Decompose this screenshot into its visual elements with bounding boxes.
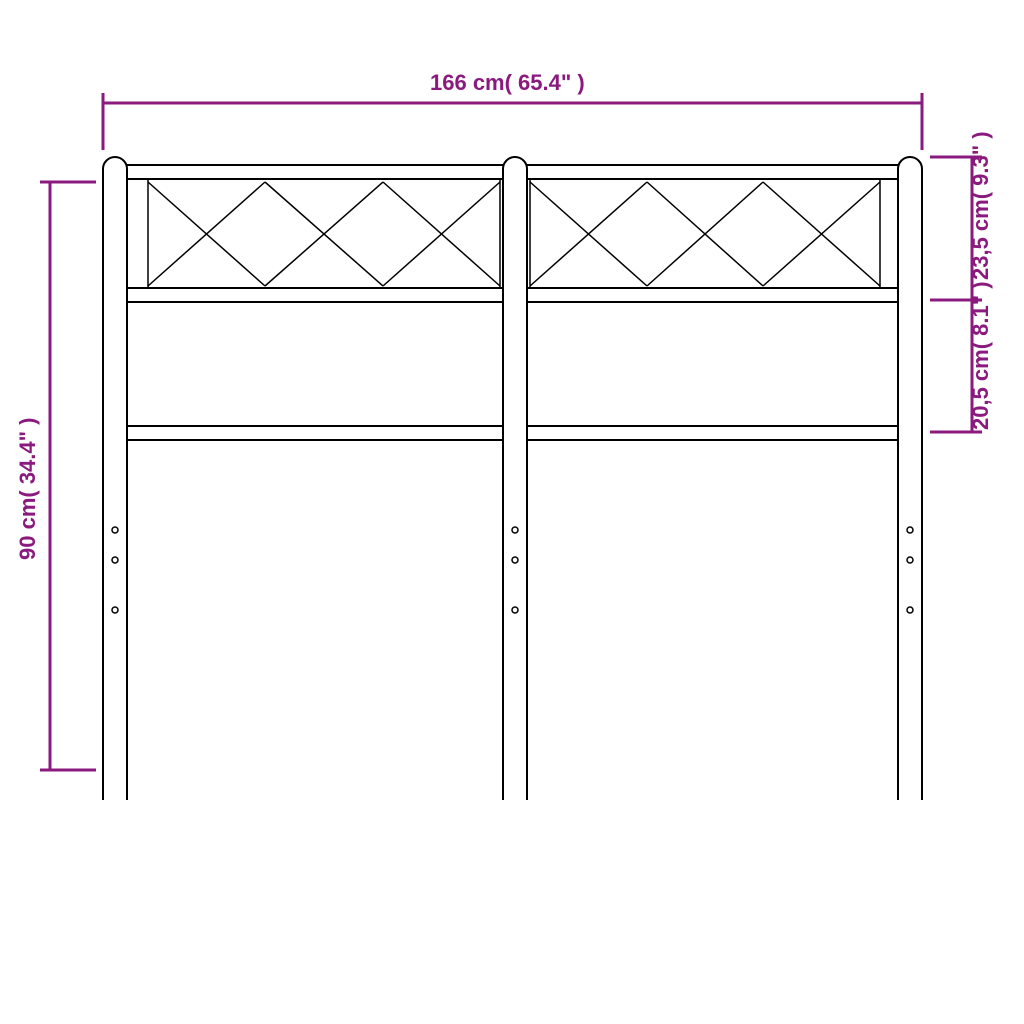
post-left	[103, 157, 127, 800]
dimension-mid-gap: 20,5 cm( 8.1" )	[930, 281, 993, 432]
dim-width-label: 166 cm( 65.4" )	[430, 70, 585, 95]
diagram-canvas: 166 cm( 65.4" ) 90 cm( 34.4" ) 23,5 cm( …	[0, 0, 1024, 1024]
post-right	[898, 157, 922, 800]
dimension-width: 166 cm( 65.4" )	[103, 70, 922, 150]
cross-pattern-left	[148, 182, 500, 286]
rail-mid	[127, 288, 898, 302]
dim-height-label: 90 cm( 34.4" )	[15, 417, 40, 560]
post-center	[503, 157, 527, 800]
dimension-top-band: 23,5 cm( 9.3" )	[930, 131, 993, 300]
rail-top	[127, 165, 898, 179]
dim-top-band-label: 23,5 cm( 9.3" )	[968, 131, 993, 280]
rail-bottom	[127, 426, 898, 440]
headboard-drawing	[103, 157, 922, 800]
cross-pattern-right	[530, 182, 880, 286]
mounting-holes	[112, 527, 913, 613]
dim-mid-gap-label: 20,5 cm( 8.1" )	[968, 281, 993, 430]
dimension-height: 90 cm( 34.4" )	[15, 182, 96, 770]
